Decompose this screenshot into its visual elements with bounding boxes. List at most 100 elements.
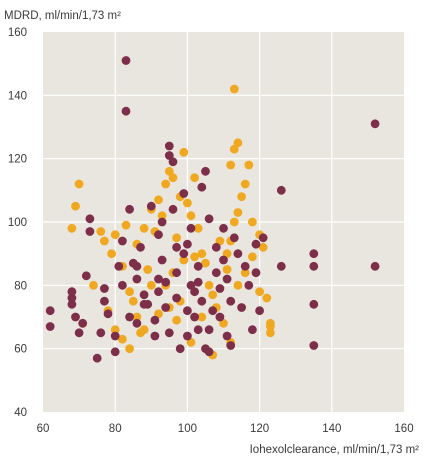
data-point-series-1 <box>193 223 203 233</box>
x-axis-label: Iohexolclearance, ml/min/1,73 m² <box>250 444 420 456</box>
data-point-series-2 <box>125 204 134 214</box>
data-point-series-2 <box>139 290 149 300</box>
data-point-series-2 <box>85 214 95 224</box>
data-point-series-1 <box>197 312 207 322</box>
data-point-series-1 <box>179 147 189 157</box>
data-point-series-1 <box>244 160 254 170</box>
data-point-series-1 <box>190 252 200 262</box>
data-point-series-2 <box>103 309 113 319</box>
data-point-series-2 <box>237 303 247 312</box>
data-point-series-2 <box>154 287 163 297</box>
data-point-series-1 <box>229 217 239 227</box>
data-point-series-2 <box>164 328 174 338</box>
data-point-series-2 <box>121 56 131 65</box>
data-point-series-1 <box>96 227 106 236</box>
data-point-series-2 <box>71 312 80 322</box>
data-point-series-2 <box>208 306 218 316</box>
data-point-series-1 <box>146 280 156 290</box>
data-point-series-2 <box>197 296 207 306</box>
data-point-series-2 <box>226 341 236 350</box>
data-point-series-2 <box>100 284 109 293</box>
data-point-series-1 <box>168 173 178 183</box>
y-tick-label: 80 <box>14 280 27 292</box>
data-point-series-2 <box>67 299 77 309</box>
data-point-series-2 <box>258 233 268 243</box>
data-point-series-1 <box>125 344 134 354</box>
data-point-series-2 <box>136 242 145 252</box>
x-tick-label: 160 <box>394 423 413 435</box>
data-point-series-1 <box>229 144 239 154</box>
data-point-series-1 <box>248 217 257 227</box>
data-point-series-2 <box>179 189 189 198</box>
data-point-series-1 <box>67 223 77 233</box>
data-point-series-2 <box>211 268 221 278</box>
data-point-series-2 <box>222 274 232 284</box>
data-point-series-2 <box>175 344 185 354</box>
data-point-series-2 <box>193 261 203 271</box>
data-point-series-2 <box>168 204 178 214</box>
data-point-series-2 <box>190 312 200 322</box>
data-point-series-2 <box>139 299 149 309</box>
data-point-series-2 <box>204 347 214 357</box>
data-point-series-2 <box>85 227 95 236</box>
data-point-series-2 <box>114 261 124 271</box>
data-point-series-1 <box>226 160 236 170</box>
data-point-series-1 <box>179 255 189 265</box>
data-point-series-2 <box>186 223 196 233</box>
data-point-series-2 <box>100 296 109 306</box>
data-point-series-2 <box>370 119 380 129</box>
data-point-series-2 <box>67 287 77 297</box>
data-point-series-1 <box>110 230 120 240</box>
data-point-series-1 <box>157 211 167 221</box>
data-point-series-2 <box>251 268 261 278</box>
data-point-series-1 <box>132 312 142 322</box>
data-point-series-2 <box>110 347 120 357</box>
data-point-series-2 <box>150 315 160 325</box>
data-point-series-1 <box>172 315 182 325</box>
data-point-series-1 <box>139 223 149 233</box>
data-point-series-1 <box>248 252 257 262</box>
data-point-series-1 <box>240 268 250 278</box>
data-point-series-1 <box>89 280 98 290</box>
y-tick-label: 140 <box>8 90 27 102</box>
data-point-series-2 <box>186 280 196 290</box>
y-tick-label: 40 <box>14 407 27 419</box>
data-point-series-1 <box>107 249 116 259</box>
data-point-series-2 <box>78 318 88 328</box>
data-point-series-2 <box>168 157 178 167</box>
data-point-series-1 <box>222 265 232 274</box>
data-point-series-1 <box>139 325 149 335</box>
data-point-series-2 <box>45 306 55 316</box>
data-point-series-1 <box>233 208 243 217</box>
data-point-series-1 <box>118 334 127 344</box>
data-point-series-1 <box>164 166 174 176</box>
y-tick-label: 60 <box>14 344 27 356</box>
data-point-series-2 <box>110 331 120 341</box>
data-point-series-2 <box>183 331 192 341</box>
data-point-series-2 <box>161 277 171 287</box>
data-point-series-2 <box>190 287 200 297</box>
data-point-series-2 <box>81 271 91 281</box>
data-point-series-2 <box>370 261 380 271</box>
data-point-series-2 <box>121 106 131 116</box>
data-point-series-1 <box>229 84 239 94</box>
data-point-series-1 <box>100 236 109 246</box>
data-point-series-2 <box>276 185 286 195</box>
data-point-series-2 <box>255 306 264 316</box>
data-point-series-2 <box>193 325 203 335</box>
data-point-series-1 <box>262 293 272 303</box>
data-point-series-2 <box>197 182 207 192</box>
data-point-series-2 <box>157 255 167 265</box>
data-point-series-1 <box>208 290 218 300</box>
data-point-series-1 <box>121 220 131 230</box>
x-tick-label: 100 <box>178 423 197 435</box>
data-point-series-2 <box>154 274 163 284</box>
data-point-series-1 <box>190 173 200 183</box>
data-point-series-1 <box>201 258 210 268</box>
data-point-series-2 <box>204 325 214 335</box>
data-point-series-1 <box>258 242 268 252</box>
data-point-series-1 <box>237 192 247 202</box>
data-point-series-2 <box>132 318 142 328</box>
